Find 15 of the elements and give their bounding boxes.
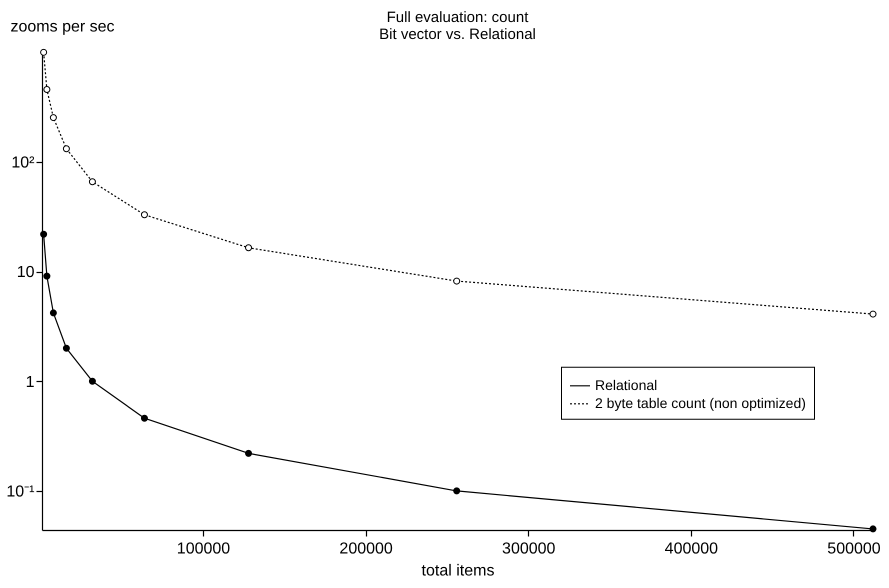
- x-tick-label: 400000: [664, 540, 718, 558]
- y-tick-label: 10⁻¹: [6, 483, 34, 500]
- y-tick-label: 10: [16, 264, 35, 282]
- chart-subtitle: Bit vector vs. Relational: [379, 26, 536, 43]
- x-axis-title: total items: [422, 562, 494, 580]
- legend-label: Relational: [595, 376, 658, 393]
- y-tick-label: 1: [26, 374, 35, 391]
- x-tick-label: 100000: [176, 540, 230, 558]
- x-tick-label: 300000: [502, 540, 556, 558]
- chart-title: Full evaluation: count: [386, 9, 530, 26]
- legend-label: 2 byte table count (non optimized): [595, 394, 806, 411]
- x-tick-label: 500000: [827, 540, 881, 558]
- y-tick-label: 10²: [11, 154, 36, 172]
- y-axis-title: zooms per sec: [10, 18, 115, 36]
- x-tick-label: 200000: [339, 540, 393, 558]
